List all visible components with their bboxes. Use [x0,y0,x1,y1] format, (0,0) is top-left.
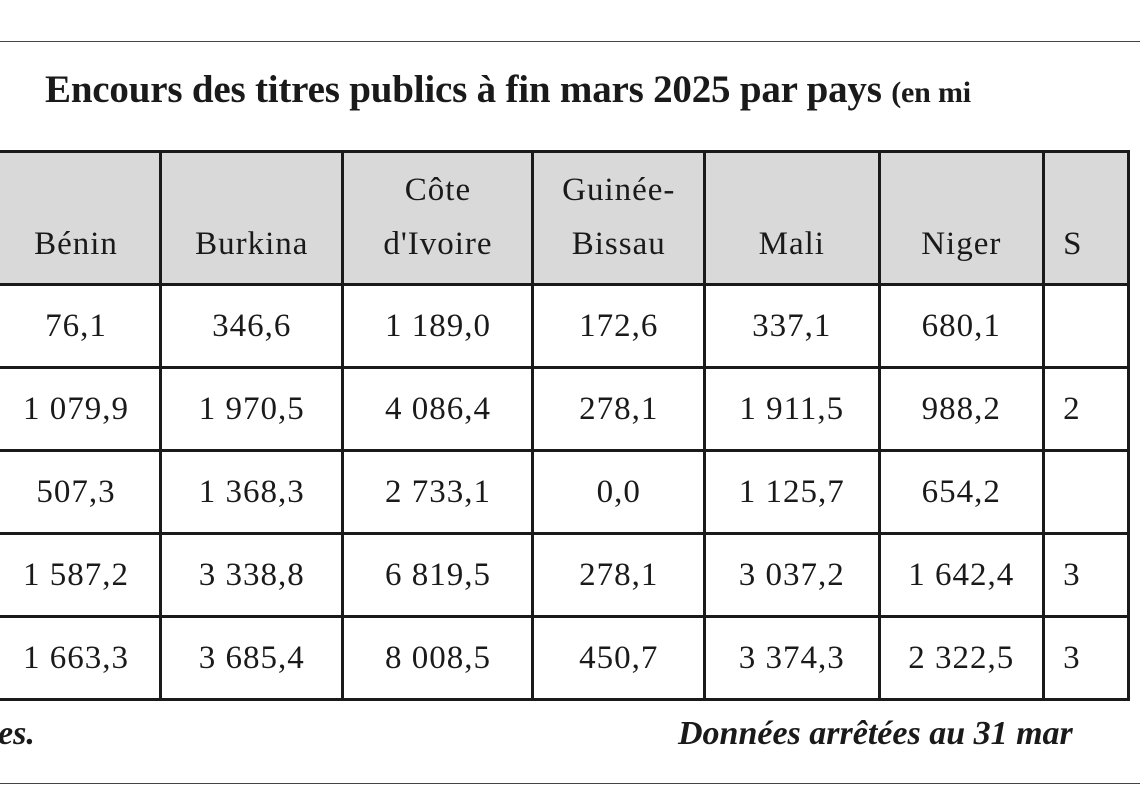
table-cell: 3 685,4 [159,615,345,701]
table-cell: 3 338,8 [159,532,345,618]
header-niger: Niger [877,150,1046,286]
top-rule [0,41,1140,42]
table-cell: 337,1 [703,283,881,369]
title-unit: (en mi [891,76,971,109]
table-cell: 1 663,3 [0,615,163,701]
table-cell: 654,2 [877,449,1046,535]
table-cell: 1 125,7 [703,449,881,535]
table-cell: 2 322,5 [877,615,1046,701]
table-cell: 4 086,4 [341,366,535,452]
table-cell: 3 374,3 [703,615,881,701]
table-cell: 1 079,9 [0,366,163,452]
table-cell [1042,449,1130,535]
table-cell: 346,6 [159,283,345,369]
table-cell: 1 587,2 [0,532,163,618]
table-cell: 1 970,5 [159,366,345,452]
table-cell: 278,1 [531,366,707,452]
table-cell: 988,2 [877,366,1046,452]
table-row: 1 587,2 3 338,8 6 819,5 278,1 3 037,2 1 … [0,532,1130,618]
title-main: Encours des titres publics à fin mars 20… [45,68,882,111]
header-benin: Bénin [0,150,163,286]
header-cote-divoire: Côte d'Ivoire [341,150,535,286]
table-cell: 76,1 [0,283,163,369]
table-cell: 8 008,5 [341,615,535,701]
table-row: 1 079,9 1 970,5 4 086,4 278,1 1 911,5 98… [0,366,1130,452]
table-title: Encours des titres publics à fin mars 20… [45,66,971,117]
source-note: es. [0,715,35,752]
table-cell: 450,7 [531,615,707,701]
table-row: 507,3 1 368,3 2 733,1 0,0 1 125,7 654,2 [0,449,1130,535]
table-cell: 1 368,3 [159,449,345,535]
table-cell: 507,3 [0,449,163,535]
header-row: Bénin Burkina Côte d'Ivoire Guinée- Bissau… [0,150,1130,286]
table-cell: 680,1 [877,283,1046,369]
table-cell: 1 189,0 [341,283,535,369]
table-cell: 2 733,1 [341,449,535,535]
table-cell: 1 911,5 [703,366,881,452]
table-cell: 0,0 [531,449,707,535]
data-date-note: Données arrêtées au 31 mar [678,715,1073,752]
table-cell: 6 819,5 [341,532,535,618]
table-cell: 3 037,2 [703,532,881,618]
table-cell: 1 642,4 [877,532,1046,618]
table-cell [1042,283,1130,369]
header-mali: Mali [703,150,881,286]
table-row: 76,1 346,6 1 189,0 172,6 337,1 680,1 [0,283,1130,369]
table-cell: 278,1 [531,532,707,618]
table-cell: 172,6 [531,283,707,369]
securities-table: Bénin Burkina Côte d'Ivoire Guinée- Bissau… [0,150,1130,701]
table-cell: 3 [1042,615,1130,701]
bottom-rule [0,783,1140,784]
table-cell: 3 [1042,532,1130,618]
table-row: 1 663,3 3 685,4 8 008,5 450,7 3 374,3 2 … [0,615,1130,701]
table-cell: 2 [1042,366,1130,452]
header-burkina: Burkina [159,150,345,286]
header-guinee-bissau: Guinée- Bissau [531,150,707,286]
header-senegal-cut: S [1042,150,1130,286]
